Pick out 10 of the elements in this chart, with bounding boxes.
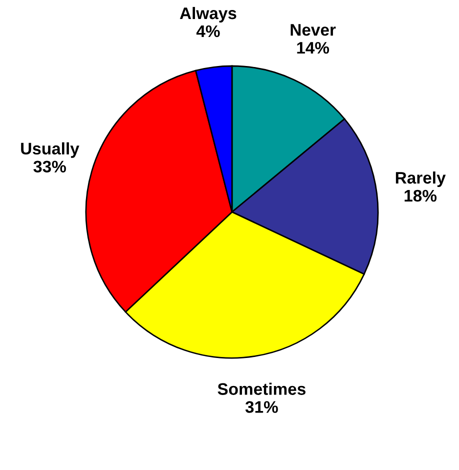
slice-label: Rarely [396,171,446,188]
data-label: 14% [297,42,330,54]
slice-label: Never [290,24,336,36]
data-label: 18% [404,190,437,202]
slice-label: Sometimes [218,382,306,395]
data-label: 31% [245,401,278,413]
slice-label: Usually [21,142,80,158]
data-label: 33% [33,160,66,173]
slice-label: Always [180,6,236,22]
data-label: 4% [196,25,220,38]
